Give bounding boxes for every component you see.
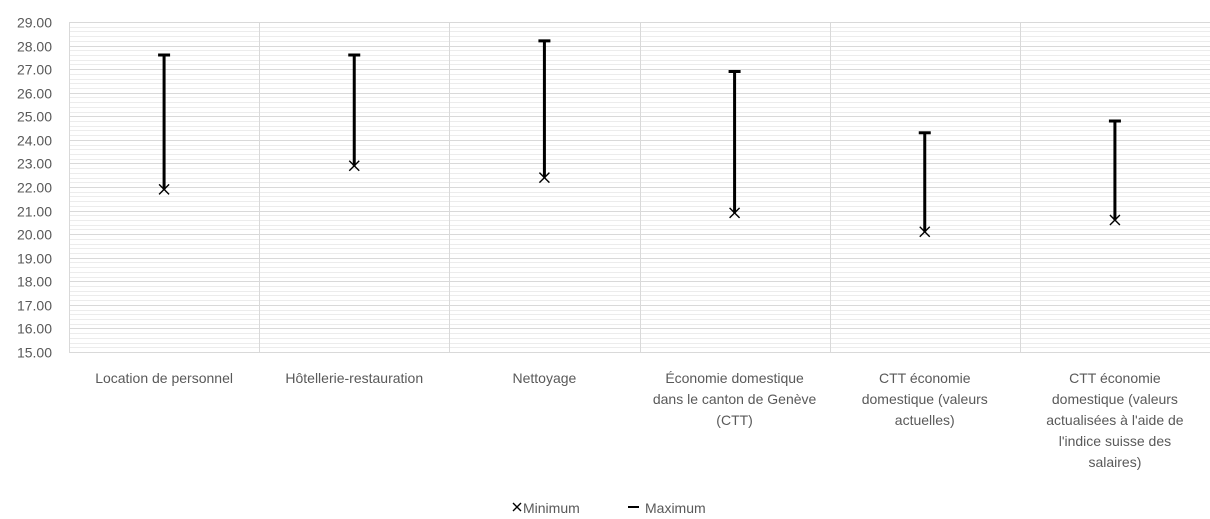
y-axis: 15.00 16.00 17.00 18.00 19.00 20.00 21.00 22.00… <box>17 15 52 361</box>
y-tick-label: 26.00 <box>17 86 52 102</box>
y-tick-label: 27.00 <box>17 62 52 78</box>
minimum-marker-icon <box>512 502 522 512</box>
minimum-point <box>538 172 550 184</box>
grid-layer <box>69 22 1210 353</box>
x-category-label: Hôtellerie-restauration <box>285 370 423 386</box>
y-tick-label: 19.00 <box>17 251 52 267</box>
minimum-point <box>919 226 931 238</box>
x-category-label: Nettoyage <box>513 370 577 386</box>
y-tick-label: 22.00 <box>17 180 52 196</box>
x-category-label: Location de personnel <box>95 370 233 386</box>
minimum-point <box>158 183 170 195</box>
y-tick-label: 23.00 <box>17 156 52 172</box>
y-tick-label: 16.00 <box>17 321 52 337</box>
minimum-point <box>348 160 360 172</box>
y-tick-label: 25.00 <box>17 109 52 125</box>
plot-marks <box>158 39 1121 238</box>
y-tick-label: 15.00 <box>17 345 52 361</box>
y-tick-label: 20.00 <box>17 227 52 243</box>
x-category-label: CTT économie domestique (valeurs actuelles… <box>862 370 988 428</box>
minimum-point <box>729 207 741 219</box>
legend-label-minimum: Minimum <box>523 500 580 516</box>
x-category-label: CTT économie domestique (valeurs actualisé… <box>1046 370 1184 470</box>
y-tick-label: 29.00 <box>17 15 52 31</box>
y-tick-label: 18.00 <box>17 274 52 290</box>
y-tick-label: 17.00 <box>17 298 52 314</box>
y-tick-label: 21.00 <box>17 204 52 220</box>
x-axis-categories: Location de personnel Hôtellerie-restaura… <box>95 370 1184 470</box>
legend: Minimum Maximum <box>512 500 706 516</box>
y-tick-label: 24.00 <box>17 133 52 149</box>
minimum-point <box>1109 214 1121 226</box>
legend-item-minimum: Minimum <box>512 500 580 516</box>
y-tick-label: 28.00 <box>17 39 52 55</box>
legend-item-maximum: Maximum <box>628 500 706 516</box>
x-category-label: Économie domestique dans le canton de Gen… <box>653 370 817 428</box>
legend-label-maximum: Maximum <box>645 500 706 516</box>
